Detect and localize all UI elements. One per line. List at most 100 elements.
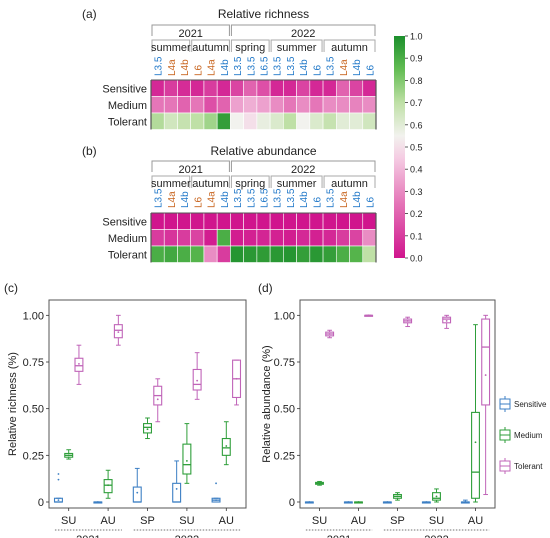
heatmap-cell — [283, 112, 297, 130]
column-label: L4b — [352, 59, 363, 76]
colorbar-tick-label: 0.3 — [410, 187, 423, 197]
year-bracket — [230, 24, 376, 36]
x-tick-label: AU — [219, 515, 234, 527]
heatmap-title: Relative abundance — [210, 144, 316, 158]
season-label: summer — [277, 42, 317, 54]
heatmap-cell — [216, 229, 231, 247]
row-label: Sensitive — [102, 83, 147, 95]
colorbar-tick-label: 1.0 — [410, 32, 423, 42]
box-mean — [386, 501, 389, 503]
season-bracket — [191, 175, 230, 188]
year-bracket — [151, 24, 230, 36]
y-tick-label: 0.50 — [274, 404, 295, 416]
heatmap-cell — [256, 79, 271, 97]
season-bracket — [151, 175, 191, 188]
heatmap-cell — [203, 79, 218, 97]
box-sensitive — [211, 482, 221, 503]
heatmap-cell — [269, 96, 284, 114]
heatmap-cell — [177, 96, 192, 114]
heatmap-cell — [322, 212, 337, 230]
season-bracket — [191, 39, 230, 52]
box-tolerant — [364, 314, 374, 317]
box-iqr — [143, 423, 152, 434]
colorbar-tick-label: 0.0 — [410, 254, 423, 264]
y-tick-label: 1.00 — [274, 310, 295, 322]
column-label: L4a — [339, 59, 350, 76]
column-label: L3.5 — [233, 56, 244, 76]
box-medium — [182, 423, 192, 484]
colorbar-tick-label: 0.2 — [410, 209, 423, 219]
heatmap-cell — [296, 112, 311, 130]
box-mean — [484, 374, 487, 376]
box-mean — [464, 501, 467, 503]
season-label: summer — [277, 178, 317, 190]
column-label: L3.5 — [154, 56, 165, 76]
legend-label: Medium — [514, 431, 543, 440]
box-tolerant — [442, 314, 452, 329]
box-mean — [328, 333, 331, 335]
box-sensitive — [132, 467, 142, 503]
column-label: L4b — [220, 59, 231, 76]
heatmap-cell — [349, 229, 364, 247]
panel-label: (a) — [82, 7, 97, 21]
heatmap-cell — [362, 245, 377, 263]
heatmap-cell — [230, 245, 244, 263]
season-label: autumn — [192, 42, 229, 54]
heatmap-cell — [190, 112, 205, 130]
season-label: autumn — [331, 178, 368, 190]
box-medium — [354, 501, 363, 504]
column-label: L4b — [352, 191, 363, 208]
heatmap-cell — [283, 245, 297, 263]
heatmap-cell — [296, 212, 311, 230]
box-mean — [474, 441, 477, 444]
colorbar-tick-label: 0.9 — [410, 54, 423, 64]
heatmap-cell — [163, 96, 178, 114]
box-medium — [64, 449, 74, 460]
column-label: L4a — [167, 191, 178, 208]
box-mean — [235, 377, 238, 380]
legend: Sensitive Medium Tolerant — [499, 396, 547, 474]
heatmap-cell — [216, 212, 231, 230]
column-label: L3.5 — [233, 188, 244, 208]
heatmap-cell — [349, 112, 364, 130]
box-medium — [143, 417, 152, 440]
heatmap-cell — [203, 212, 218, 230]
heatmap-cell — [335, 112, 350, 130]
heatmap-cell — [177, 112, 192, 130]
year-label: 2022 — [291, 28, 315, 40]
box-mean — [67, 454, 70, 457]
box-mean — [57, 499, 60, 502]
y-tick-label: 0 — [289, 497, 295, 509]
heatmap-cell — [322, 79, 337, 97]
x-tick-label: SU — [429, 515, 444, 527]
heatmap-cell — [243, 79, 258, 97]
column-label: L6.5 — [260, 188, 271, 208]
heatmap-cell — [362, 112, 377, 130]
heatmap-cell — [362, 79, 377, 97]
colorbar-tick-label: 0.6 — [410, 120, 423, 130]
year-label: 2021 — [178, 164, 202, 176]
box-iqr — [442, 316, 452, 324]
column-label: L3.5 — [326, 188, 337, 208]
column-label: L4a — [339, 191, 350, 208]
heatmap-cell — [190, 229, 205, 247]
heatmap-cell — [296, 96, 311, 114]
heatmap-cell — [243, 112, 258, 130]
heatmap-cell — [190, 96, 205, 114]
season-bracket — [151, 39, 191, 52]
season-bracket — [323, 39, 376, 52]
column-label: L3.5 — [273, 56, 284, 76]
year-bracket — [230, 160, 376, 172]
box-sensitive — [304, 501, 314, 504]
heatmap-cell — [163, 79, 178, 97]
heatmap-cell — [296, 245, 311, 263]
box-iqr — [481, 318, 491, 406]
heatmap-cell — [335, 96, 350, 114]
heatmap-cell — [322, 96, 337, 114]
box-mean — [107, 484, 109, 487]
heatmap-cell — [243, 96, 258, 114]
heatmap-cell — [150, 79, 165, 97]
heatmap-cell — [362, 96, 377, 114]
box-sensitive — [53, 473, 63, 503]
y-axis-label: Relative abundance (%) — [261, 345, 273, 462]
